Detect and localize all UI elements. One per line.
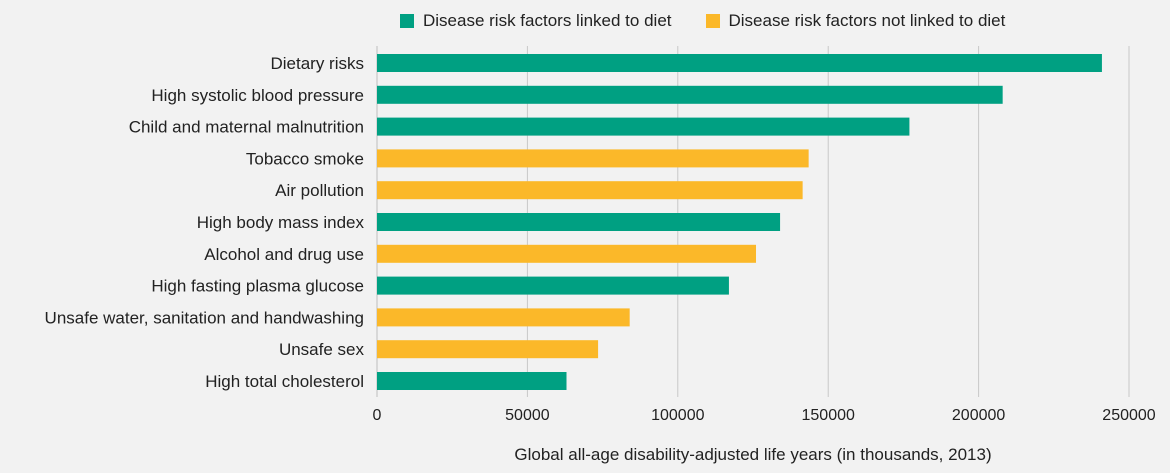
x-tick-label: 50000 xyxy=(505,407,550,424)
legend-label-diet: Disease risk factors linked to diet xyxy=(423,11,672,30)
bar xyxy=(377,149,809,168)
x-tick-label: 0 xyxy=(373,407,382,424)
legend-swatch-diet xyxy=(400,14,414,28)
bar xyxy=(377,244,757,263)
category-label: Unsafe water, sanitation and handwashing xyxy=(45,308,364,327)
category-label: High total cholesterol xyxy=(205,372,364,391)
x-tick-label: 150000 xyxy=(802,407,855,424)
category-label: Air pollution xyxy=(275,181,364,200)
chart-legend: Disease risk factors linked to diet Dise… xyxy=(400,11,1039,31)
x-axis-label: Global all-age disability-adjusted life … xyxy=(514,445,991,464)
category-label: High systolic blood pressure xyxy=(151,86,364,105)
category-label: High fasting plasma glucose xyxy=(151,277,364,296)
category-label: Tobacco smoke xyxy=(246,149,364,168)
bar xyxy=(377,54,1102,72)
bar xyxy=(377,85,1003,104)
category-label: Dietary risks xyxy=(270,54,364,73)
bar xyxy=(377,181,803,200)
x-tick-label: 200000 xyxy=(952,407,1005,424)
category-label: Alcohol and drug use xyxy=(204,245,364,264)
legend-swatch-nondiet xyxy=(705,14,720,28)
legend-item-nondiet: Disease risk factors not linked to diet xyxy=(705,11,1006,31)
category-label: High body mass index xyxy=(197,213,365,232)
bar xyxy=(377,372,567,390)
legend-item-diet: Disease risk factors linked to diet xyxy=(400,11,672,31)
bar xyxy=(377,308,630,327)
legend-label-nondiet: Disease risk factors not linked to diet xyxy=(728,11,1006,30)
bar xyxy=(377,117,910,136)
category-label: Unsafe sex xyxy=(279,340,365,359)
bar xyxy=(377,213,781,231)
bar xyxy=(377,340,599,359)
x-tick-label: 100000 xyxy=(651,407,704,424)
x-tick-label: 250000 xyxy=(1102,407,1155,424)
bar xyxy=(377,276,729,295)
category-label: Child and maternal malnutrition xyxy=(129,118,364,137)
